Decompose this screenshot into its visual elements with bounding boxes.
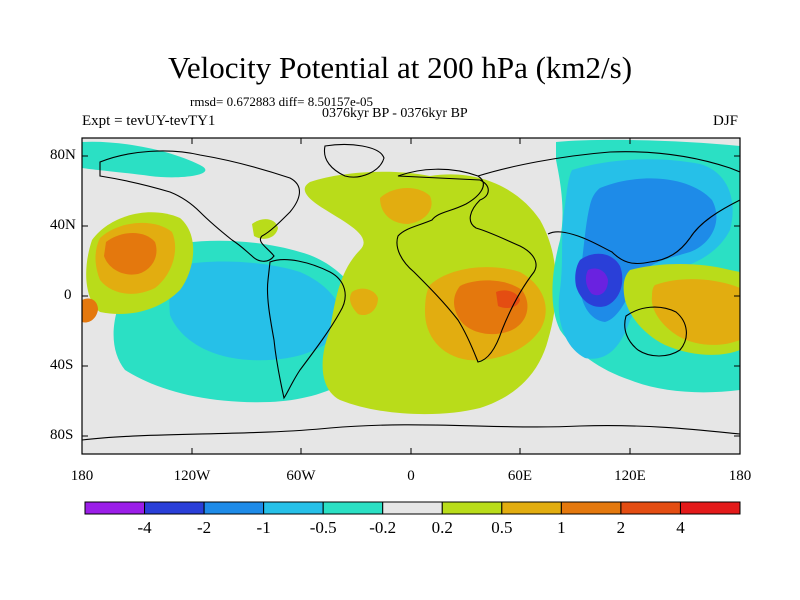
colorbar-swatch [203,501,265,515]
colorbar-label: 0.2 [431,518,453,537]
north-america-coast [99,150,300,262]
colorbar-swatch [144,501,205,515]
colorbar-swatch [84,501,146,515]
south-atlantic-orange-region [350,288,378,316]
maritime-purple-region [585,268,608,296]
lon-label: 120W [173,468,211,484]
experiment-label: Expt = tevUY-tevTY1 [82,113,216,129]
colorbar-swatch [441,501,503,515]
lon-label: 120E [614,468,646,484]
greenland-coast [323,143,385,178]
lat-label: 40S [50,357,74,373]
colorbar-label: 0.5 [491,518,513,537]
stats-text: rmsd= 0.672883 diff= 8.50157e-05 [190,94,374,109]
lon-label: 0 [407,468,415,484]
colorbar-label: -0.2 [369,518,397,537]
europe-orange-region [380,187,432,224]
colorbar-label: 2 [616,518,626,537]
australia-coast [624,306,687,357]
east-pacific-cyan-region [169,261,342,361]
colorbar [84,501,741,515]
arctic-teal-region [82,141,206,178]
north-pacific-dark-orange-region [104,233,157,275]
colorbar-label: 1 [557,518,566,537]
asia-coast [477,151,740,265]
longitude-ticks [81,138,741,454]
south-america-coast [266,259,346,400]
colorbar-swatch [263,501,324,515]
europe-africa-coast [396,168,537,363]
lat-label: 0 [64,287,72,303]
period-text: 0376kyr BP - 0376kyr BP [322,106,468,121]
colorbar-label: -2 [196,518,212,537]
colorbar-swatch [501,501,562,515]
lon-label: 60W [286,468,316,484]
colorbar-label: 4 [676,518,685,537]
lon-label: 180 [70,468,94,484]
lon-label: 180 [728,468,752,484]
colorbar-label: -4 [137,518,152,537]
chart-title: Velocity Potential at 200 hPa (km2/s) [167,50,633,85]
lat-label: 80N [50,147,76,163]
latitude-ticks [82,155,740,437]
antarctica-coast [82,424,740,441]
lat-label: 80S [50,427,74,443]
contour-field [82,138,740,454]
colorbar-label: -1 [256,518,271,537]
colorbar-swatch [382,501,443,515]
gulf-green-region [252,219,278,239]
lon-label: 60E [507,468,533,484]
colorbar-swatch [322,501,384,515]
colorbar-swatch [620,501,681,515]
colorbar-swatch [560,501,622,515]
season-label: DJF [713,113,739,129]
west-pacific-orange-region [651,279,740,345]
date-line-dark-orange-region [82,298,98,323]
colorbar-label: -0.5 [309,518,337,537]
coastlines [82,143,740,441]
lat-label: 40N [50,217,76,233]
colorbar-swatch [679,501,741,515]
